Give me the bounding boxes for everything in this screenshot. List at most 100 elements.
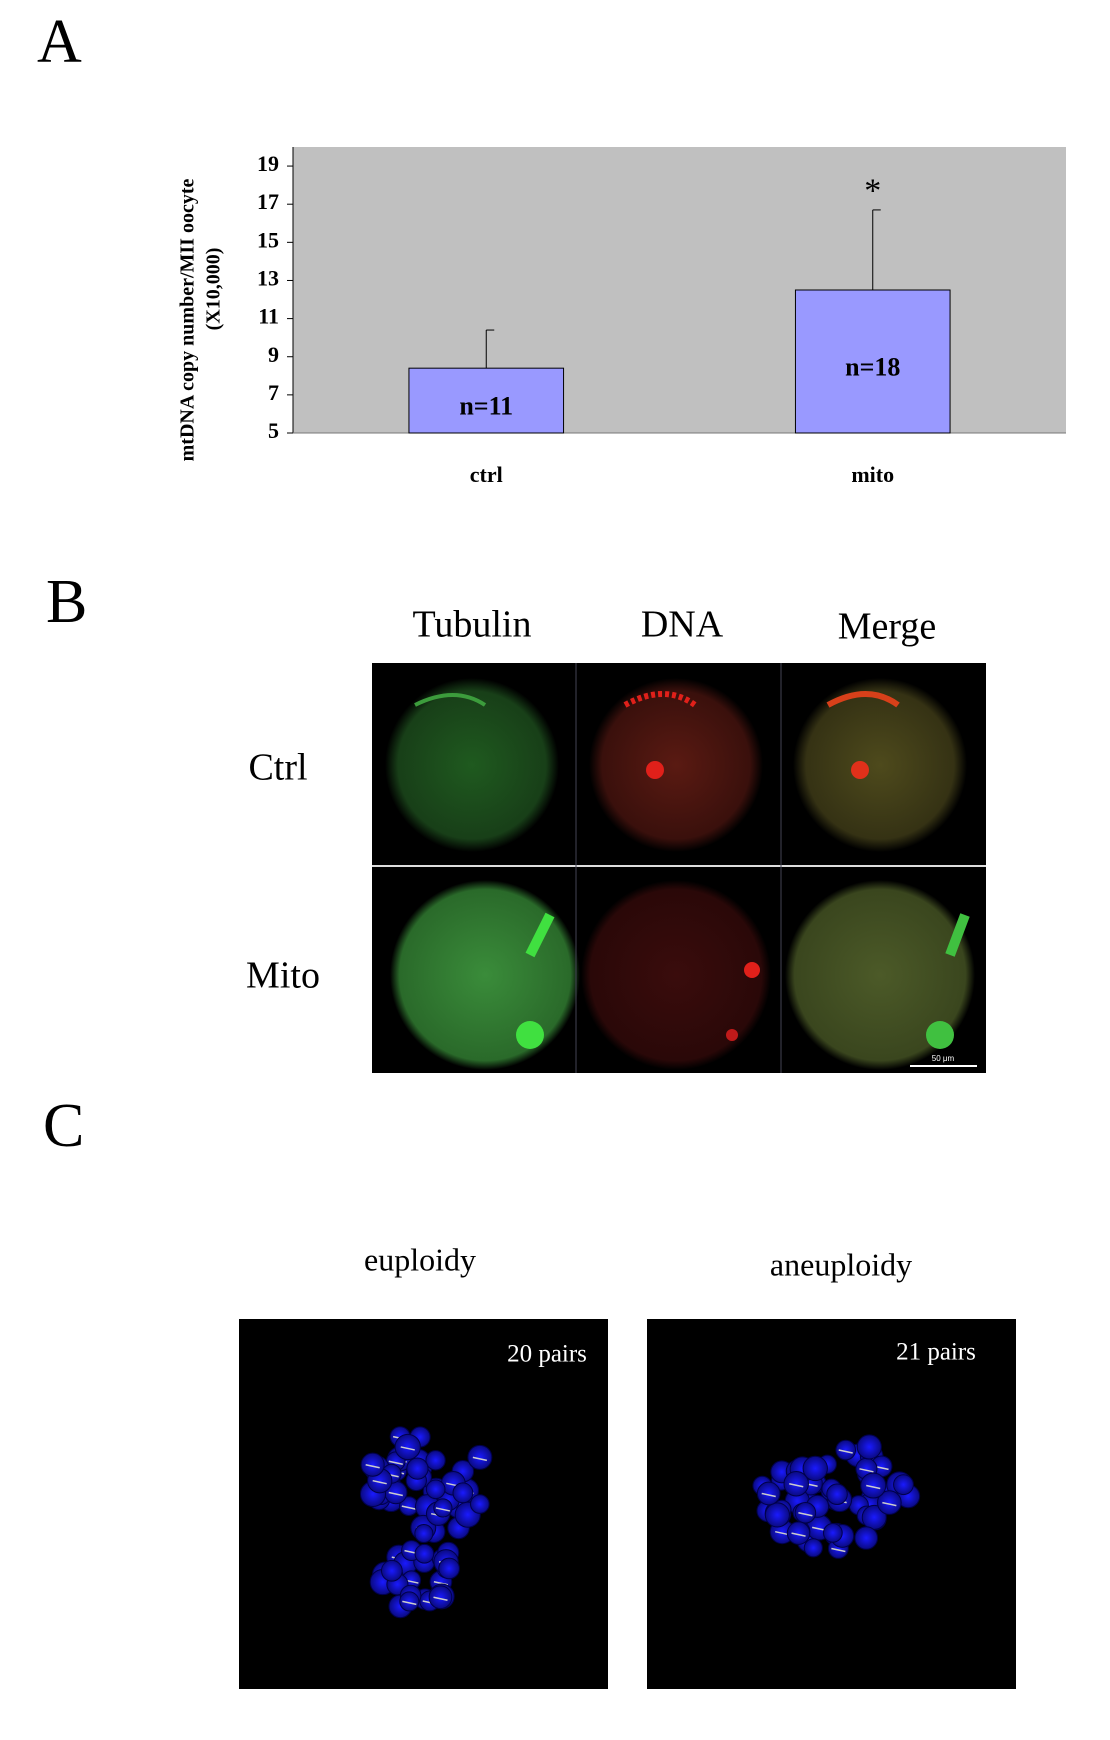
chromosome — [425, 1450, 446, 1471]
y-tick-label: 19 — [257, 151, 279, 176]
chromosome — [860, 1472, 887, 1499]
bar-label: n=11 — [459, 392, 513, 421]
chromosome — [360, 1452, 385, 1477]
chromosome — [803, 1538, 823, 1558]
oocyte — [785, 880, 975, 1070]
chromosome — [433, 1498, 453, 1518]
microscopy-grid: Tubulin DNA Merge Ctrl Mito 50 μm — [246, 604, 986, 1073]
y-tick-label: 7 — [268, 380, 279, 405]
oocyte — [385, 678, 559, 852]
image-title: aneuploidy — [770, 1246, 912, 1282]
centromere-mark — [435, 1507, 451, 1512]
centromere-mark — [388, 1491, 403, 1497]
chromosome — [756, 1481, 781, 1506]
chromosomes — [726, 1029, 738, 1041]
panel-letter: C — [43, 1092, 84, 1160]
chromosome — [877, 1490, 902, 1515]
chromosome — [794, 1502, 817, 1524]
spindle — [516, 1021, 544, 1049]
y-tick-label: 9 — [268, 342, 279, 367]
centromere-mark — [859, 1468, 874, 1473]
chromosomes — [744, 962, 760, 978]
chromosomes — [623, 691, 697, 708]
bar-label: n=18 — [845, 352, 900, 381]
chromosome — [406, 1457, 429, 1480]
centromere-mark — [831, 1547, 846, 1553]
row-label: Ctrl — [248, 747, 307, 789]
x-tick-label: mito — [851, 462, 894, 487]
scale-bar-label: 50 μm — [932, 1054, 955, 1063]
centromere-mark — [791, 1532, 806, 1537]
y-tick-label: 15 — [257, 227, 279, 252]
chromosome — [835, 1439, 857, 1461]
centromere-mark — [400, 1446, 415, 1451]
x-tick-label: ctrl — [470, 462, 503, 487]
image-title: euploidy — [364, 1241, 476, 1277]
chromosome — [414, 1543, 435, 1564]
centromere-mark — [472, 1456, 488, 1462]
chromosome — [394, 1433, 421, 1461]
y-tick-label: 13 — [257, 266, 279, 291]
chromosomes — [851, 761, 869, 779]
y-tick-label: 5 — [268, 418, 279, 443]
centromere-mark — [882, 1501, 897, 1507]
significance-mark: * — [864, 173, 881, 210]
chromosome — [399, 1591, 420, 1612]
spindle — [926, 1021, 954, 1049]
chromosome — [786, 1521, 811, 1545]
chromosome — [802, 1455, 828, 1482]
chromosome-spread — [359, 1426, 921, 1619]
pair-count: 20 pairs — [507, 1341, 587, 1368]
chromosome — [452, 1482, 474, 1504]
oocyte — [589, 678, 763, 852]
chromosome — [414, 1523, 434, 1544]
chromosomes — [646, 761, 664, 779]
y-axis-label: mtDNA copy number/MII oocyte — [177, 179, 199, 462]
chromosomes — [826, 691, 900, 708]
centromere-mark — [433, 1596, 448, 1601]
centromere-mark — [372, 1479, 387, 1485]
centromere-mark — [761, 1492, 776, 1498]
column-label: Merge — [838, 606, 937, 648]
spindle — [945, 913, 970, 957]
bar-chart: 5 7 9 11 13 15 17 19 mtDNA copy number/MII oocyt… — [177, 147, 1066, 487]
chromosome — [438, 1557, 460, 1580]
column-label: DNA — [641, 604, 724, 646]
centromere-mark — [838, 1449, 853, 1454]
centromere-mark — [798, 1512, 813, 1517]
chromosome — [783, 1471, 809, 1497]
spindle — [414, 693, 487, 707]
oocyte — [390, 880, 580, 1070]
chromosome — [425, 1479, 446, 1500]
y-axis-unit: (X10,000) — [203, 248, 225, 331]
row-label: Mito — [246, 955, 320, 997]
chromosome — [893, 1474, 914, 1496]
panel-letter: B — [46, 568, 87, 636]
karyotype-panel: euploidy aneuploidy 20 pairs 21 pairs — [239, 1241, 1016, 1689]
panel-letter: A — [37, 8, 82, 76]
centromere-mark — [401, 1505, 416, 1510]
pair-count: 21 pairs — [896, 1339, 976, 1366]
chromosome — [854, 1526, 879, 1550]
chromosome — [469, 1494, 490, 1514]
chromosome — [467, 1444, 493, 1470]
centromere-mark — [789, 1483, 804, 1488]
bar — [408, 367, 565, 434]
y-tick-label: 11 — [258, 304, 279, 329]
centromere-mark — [866, 1484, 881, 1490]
spindle — [525, 912, 555, 958]
chromosome — [826, 1483, 848, 1506]
column-label: Tubulin — [413, 604, 532, 646]
centromere-mark — [365, 1463, 380, 1469]
bar — [794, 289, 951, 434]
centromere-mark — [402, 1600, 417, 1606]
oocyte — [581, 880, 771, 1070]
chromosome — [428, 1585, 453, 1610]
chromosome — [764, 1502, 790, 1528]
oocyte — [793, 678, 967, 852]
chromosome — [380, 1559, 403, 1582]
centromere-mark — [775, 1530, 790, 1536]
chromosome — [856, 1434, 882, 1460]
y-tick-label: 17 — [257, 189, 279, 214]
